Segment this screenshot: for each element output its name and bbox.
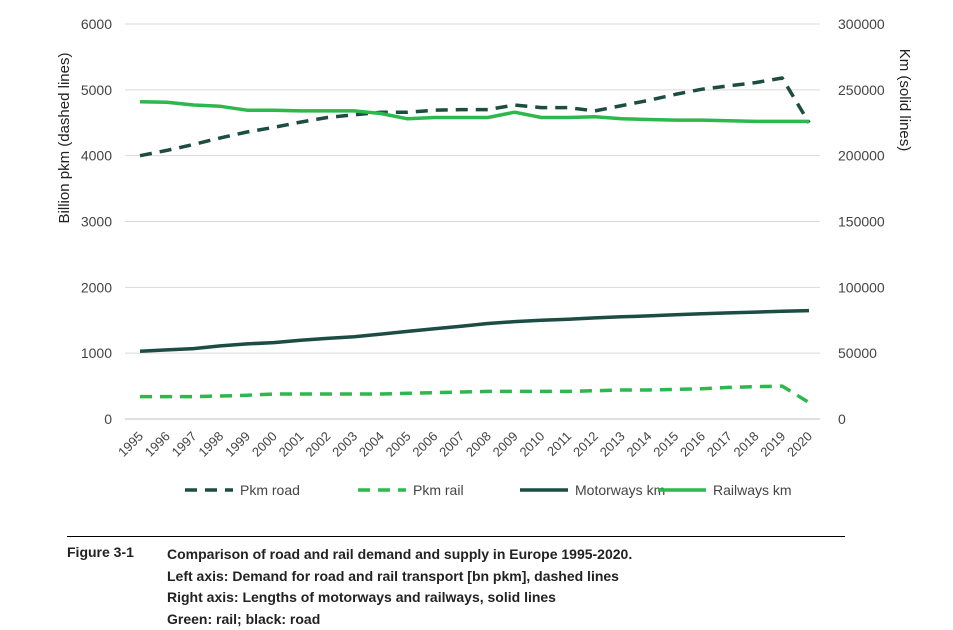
legend-label: Motorways km xyxy=(575,482,665,498)
x-tick-label: 1996 xyxy=(142,429,173,460)
right-tick-label: 150000 xyxy=(838,214,885,230)
left-tick-label: 1000 xyxy=(81,345,112,361)
x-tick-label: 2011 xyxy=(544,429,574,459)
caption-divider xyxy=(67,536,845,537)
left-tick-label: 5000 xyxy=(81,82,112,98)
right-tick-label: 300000 xyxy=(838,16,885,32)
x-tick-label: 1999 xyxy=(222,429,253,460)
legend-label: Railways km xyxy=(713,482,792,498)
x-tick-label: 2001 xyxy=(276,429,307,460)
left-tick-label: 6000 xyxy=(81,16,112,32)
x-tick-label: 2009 xyxy=(490,429,521,460)
x-tick-label: 1995 xyxy=(115,429,146,460)
x-tick-label: 2018 xyxy=(731,429,762,460)
x-tick-label: 1997 xyxy=(169,429,200,460)
x-tick-label: 1998 xyxy=(195,429,226,460)
x-tick-label: 2017 xyxy=(704,429,735,460)
series-lines xyxy=(140,78,809,403)
x-tick-label: 2007 xyxy=(436,429,467,460)
x-axis-ticks: 1995199619971998199920002001200220032004… xyxy=(115,429,815,460)
legend-label: Pkm road xyxy=(240,482,300,498)
x-tick-label: 2014 xyxy=(624,429,655,460)
left-tick-label: 2000 xyxy=(81,279,112,295)
x-tick-label: 2012 xyxy=(570,429,601,460)
x-tick-label: 2008 xyxy=(463,429,494,460)
series-line-railways-km xyxy=(140,102,809,122)
caption-line: Green: rail; black: road xyxy=(167,609,632,630)
x-tick-label: 2010 xyxy=(516,429,547,460)
x-tick-label: 2003 xyxy=(329,429,360,460)
caption-text: Comparison of road and rail demand and s… xyxy=(167,544,632,630)
gridlines xyxy=(125,24,820,419)
x-tick-label: 2002 xyxy=(302,429,333,460)
series-line-pkm-rail xyxy=(140,386,809,402)
caption-line: Left axis: Demand for road and rail tran… xyxy=(167,566,632,588)
right-tick-label: 0 xyxy=(838,411,846,427)
x-tick-label: 2006 xyxy=(409,429,440,460)
left-axis-ticks: 0 1000 2000 3000 4000 5000 6000 xyxy=(81,16,112,427)
caption-line: Right axis: Lengths of motorways and rai… xyxy=(167,587,632,609)
x-tick-label: 2015 xyxy=(650,429,681,460)
right-tick-label: 250000 xyxy=(838,82,885,98)
caption-line: Comparison of road and rail demand and s… xyxy=(167,544,632,566)
x-tick-label: 2019 xyxy=(757,429,788,460)
right-tick-label: 100000 xyxy=(838,279,885,295)
line-chart: 0 1000 2000 3000 4000 5000 6000 0 50000 100000 15… xyxy=(0,0,953,530)
left-tick-label: 0 xyxy=(104,411,112,427)
legend: Pkm road Pkm rail Motorways km Railways km xyxy=(185,482,792,498)
x-tick-label: 2004 xyxy=(356,429,387,460)
right-axis-ticks: 0 50000 100000 150000 200000 250000 300000 xyxy=(838,16,885,427)
x-tick-label: 2000 xyxy=(249,429,280,460)
x-tick-label: 2020 xyxy=(784,429,815,460)
right-axis-label: Km (solid lines) xyxy=(896,49,913,152)
right-tick-label: 200000 xyxy=(838,148,885,164)
right-tick-label: 50000 xyxy=(838,345,877,361)
series-line-motorways-km xyxy=(140,311,809,352)
left-tick-label: 4000 xyxy=(81,148,112,164)
x-tick-label: 2013 xyxy=(597,429,628,460)
left-axis-label: Billion pkm (dashed lines) xyxy=(56,53,73,224)
x-tick-label: 2016 xyxy=(677,429,708,460)
figure-label: Figure 3-1 xyxy=(67,544,134,560)
x-tick-label: 2005 xyxy=(383,429,414,460)
left-tick-label: 3000 xyxy=(81,214,112,230)
legend-label: Pkm rail xyxy=(413,482,464,498)
